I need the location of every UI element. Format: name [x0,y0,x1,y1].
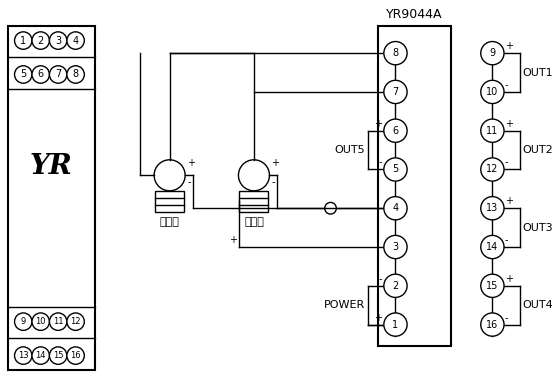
Text: 15: 15 [53,351,63,360]
Text: 1: 1 [20,35,26,45]
Circle shape [67,66,84,83]
Text: -: - [505,313,508,323]
Circle shape [481,235,504,259]
Text: 13: 13 [18,351,28,360]
Circle shape [32,32,49,49]
Circle shape [481,313,504,336]
Text: 2: 2 [38,35,44,45]
Text: 15: 15 [486,281,498,291]
Text: 14: 14 [486,242,498,252]
Circle shape [32,313,49,330]
Text: OUT1: OUT1 [522,67,553,77]
Text: -: - [379,157,382,167]
Text: 2: 2 [392,281,398,291]
Text: 1: 1 [392,320,398,330]
Text: 7: 7 [55,69,61,79]
Text: 12: 12 [70,317,81,326]
Circle shape [14,347,32,364]
Circle shape [384,80,407,104]
Circle shape [481,80,504,104]
Text: YR9044A: YR9044A [386,8,443,21]
Circle shape [49,313,67,330]
Circle shape [384,313,407,336]
Circle shape [481,158,504,181]
Text: 7: 7 [392,87,398,97]
Text: +: + [505,41,513,51]
Circle shape [384,158,407,181]
Text: +: + [271,157,279,167]
Bar [378,26,451,346]
Text: 11: 11 [486,126,498,136]
Text: 14: 14 [36,351,46,360]
Text: 10: 10 [486,87,498,97]
Text: 6: 6 [392,126,398,136]
Bar [8,26,95,370]
Text: 12: 12 [486,164,498,174]
Circle shape [481,119,504,142]
Text: 二线制: 二线制 [160,217,180,227]
Text: +: + [187,157,195,167]
Circle shape [49,347,67,364]
Circle shape [384,119,407,142]
Text: -: - [187,177,190,187]
Text: -: - [271,177,275,187]
Text: 11: 11 [53,317,63,326]
Text: 9: 9 [490,48,496,58]
Circle shape [481,197,504,220]
Text: 10: 10 [36,317,46,326]
Circle shape [32,66,49,83]
Text: POWER: POWER [324,300,365,310]
Text: 5: 5 [392,164,398,174]
Bar [155,191,184,212]
Text: +: + [229,235,238,245]
Text: YR: YR [30,153,73,180]
Circle shape [384,274,407,298]
Text: 8: 8 [73,69,79,79]
Text: OUT3: OUT3 [522,223,553,233]
Text: +: + [505,196,513,206]
Circle shape [384,235,407,259]
Text: 13: 13 [486,203,498,213]
Circle shape [14,32,32,49]
Text: 三线制: 三线制 [244,217,264,227]
Text: 5: 5 [20,69,27,79]
Text: -: - [505,80,508,90]
Circle shape [49,66,67,83]
Circle shape [384,197,407,220]
Text: +: + [505,119,513,129]
Text: 9: 9 [21,317,26,326]
Text: -: - [505,157,508,167]
Circle shape [481,42,504,65]
Circle shape [67,313,84,330]
Text: OUT2: OUT2 [522,145,553,155]
Circle shape [481,274,504,298]
Circle shape [32,347,49,364]
Text: +: + [374,313,382,323]
Text: 3: 3 [55,35,61,45]
Text: 6: 6 [38,69,44,79]
Text: 4: 4 [392,203,398,213]
Circle shape [384,42,407,65]
Circle shape [14,66,32,83]
Text: -: - [379,274,382,284]
Circle shape [67,32,84,49]
Circle shape [14,313,32,330]
Text: +: + [374,119,382,129]
Text: 16: 16 [70,351,81,360]
Text: 3: 3 [392,242,398,252]
Text: 16: 16 [486,320,498,330]
Text: OUT4: OUT4 [522,300,553,310]
Bar [239,191,269,212]
Text: +: + [505,274,513,284]
Text: 8: 8 [392,48,398,58]
Circle shape [67,347,84,364]
Circle shape [49,32,67,49]
Text: OUT5: OUT5 [335,145,365,155]
Text: -: - [505,235,508,245]
Text: 4: 4 [73,35,79,45]
